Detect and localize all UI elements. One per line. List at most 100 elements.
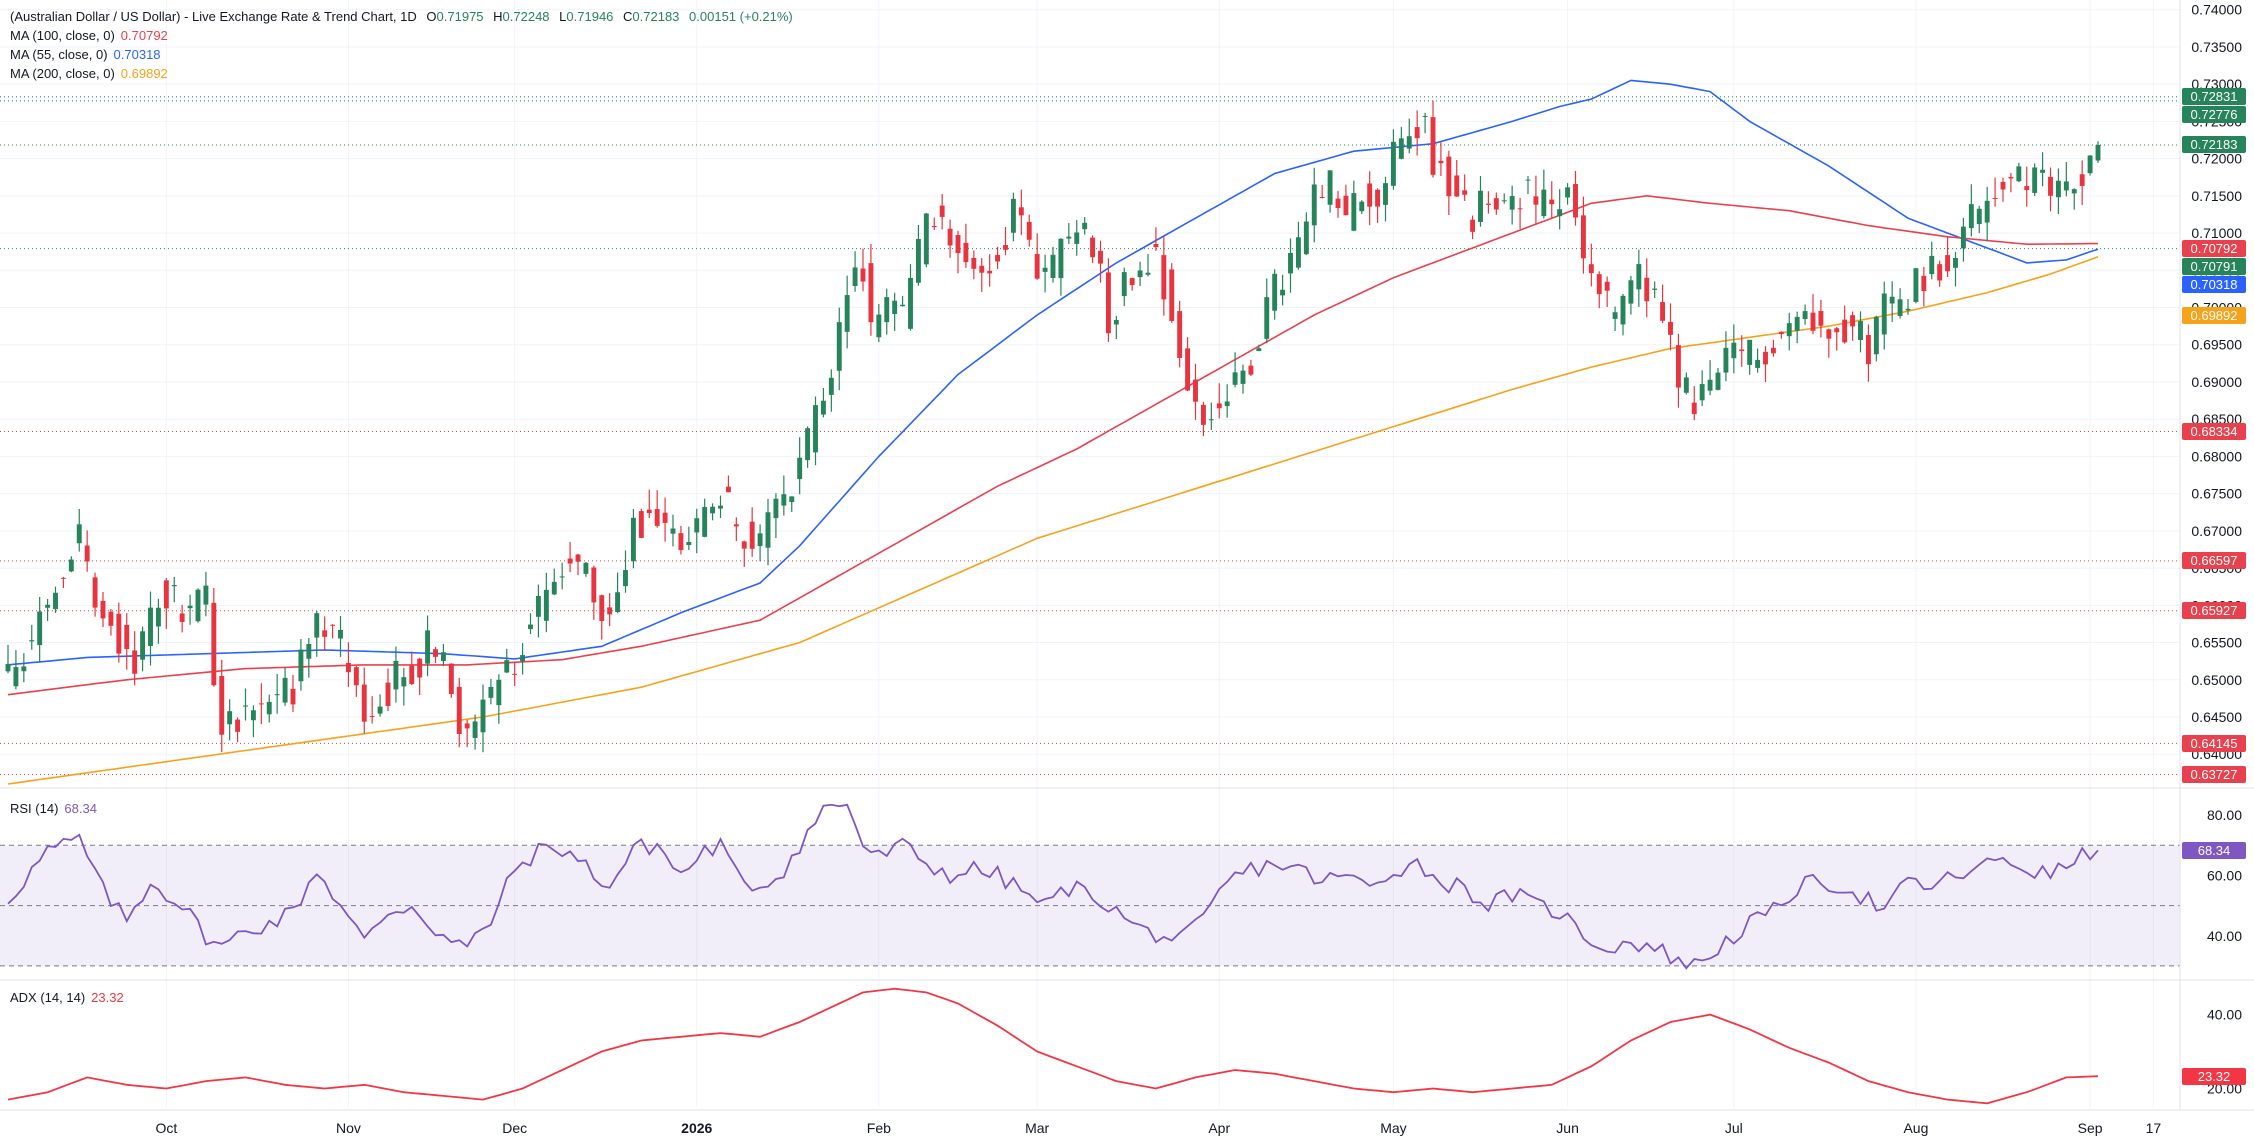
candle-body: [1691, 402, 1697, 415]
candle-body: [765, 512, 771, 548]
rsi-legend[interactable]: RSI (14) 68.34: [10, 800, 103, 818]
symbol-legend: (Australian Dollar / US Dollar) - Live E…: [10, 8, 799, 26]
candle-body: [1953, 257, 1958, 268]
candle-body: [995, 254, 1001, 262]
ma200-legend[interactable]: MA (200, close, 0) 0.69892: [10, 65, 174, 83]
candle-body: [1960, 226, 1966, 249]
candle-body: [1153, 244, 1159, 248]
low-value: 0.71946: [566, 9, 614, 24]
candle-body: [132, 650, 138, 674]
time-tick-label: Jun: [1556, 1120, 1579, 1136]
candle-body: [1945, 255, 1951, 272]
candle-body: [1058, 238, 1064, 279]
candle-body: [947, 228, 953, 246]
candle-body: [520, 655, 526, 662]
candle-body: [322, 630, 328, 637]
candle-body: [116, 613, 122, 654]
candle-body: [718, 505, 723, 509]
candle-body: [433, 649, 438, 657]
price-level-lines: [0, 96, 2180, 776]
rsi-pane: [0, 803, 2180, 970]
candle-body: [1422, 115, 1428, 117]
candle-body: [615, 592, 621, 613]
candle-body: [1232, 372, 1238, 385]
candle-body: [1137, 270, 1143, 278]
open-value: 0.71975: [436, 9, 484, 24]
candle-body: [290, 688, 296, 705]
candle-body: [1303, 221, 1309, 255]
adx-legend[interactable]: ADX (14, 14) 23.32: [10, 989, 130, 1007]
candle-body: [971, 257, 977, 269]
candle-body: [1636, 264, 1642, 290]
price-badge: 0.72776: [2182, 106, 2246, 124]
candle-body: [1557, 209, 1563, 217]
candle-body: [733, 524, 739, 527]
candle-body: [789, 496, 795, 503]
ma100-legend[interactable]: MA (100, close, 0) 0.70792: [10, 27, 174, 45]
price-badge: 0.65927: [2182, 602, 2246, 620]
candle-body: [1596, 274, 1602, 295]
candle-body: [306, 643, 312, 659]
rsi-line: [7, 803, 2099, 970]
candle-body: [1193, 379, 1198, 402]
candle-body: [480, 699, 486, 733]
candle-body: [140, 631, 146, 660]
candle-body: [860, 268, 866, 282]
price-tick-label: 0.71500: [2191, 188, 2242, 204]
candle-body: [876, 314, 882, 338]
candle-body: [2008, 176, 2014, 179]
candle-body: [805, 428, 811, 461]
candle-body: [1501, 200, 1507, 202]
candle-body: [1786, 323, 1792, 337]
candle-body: [725, 486, 731, 493]
candle-body: [1588, 264, 1594, 274]
candle-body: [741, 541, 747, 549]
candle-body: [1493, 198, 1499, 210]
candle-body: [1414, 127, 1420, 139]
candle-body: [171, 585, 177, 587]
price-tick-label: 0.74000: [2191, 2, 2242, 18]
candle-body: [1311, 184, 1317, 226]
candle-body: [1438, 160, 1444, 164]
ma55-legend[interactable]: MA (55, close, 0) 0.70318: [10, 46, 167, 64]
price-badge: 0.64145: [2182, 734, 2246, 752]
candle-body: [1794, 316, 1800, 331]
time-tick-label: Dec: [502, 1120, 527, 1136]
candle-body: [1850, 315, 1856, 327]
candle-body: [694, 518, 700, 533]
candle-body: [369, 716, 375, 718]
candle-body: [1565, 187, 1571, 198]
candle-body: [2024, 186, 2030, 191]
candle-body: [535, 595, 541, 617]
candle-body: [900, 304, 906, 307]
candle-body: [148, 607, 153, 647]
candle-body: [1834, 328, 1840, 333]
candle-body: [1383, 183, 1388, 205]
close-value: 0.72183: [632, 9, 680, 24]
candle-body: [409, 665, 415, 685]
change-value: 0.00151 (+0.21%): [689, 9, 793, 24]
candle-body: [559, 576, 565, 578]
candle-body: [923, 213, 929, 265]
candle-body: [1929, 255, 1935, 275]
candle-body: [1240, 370, 1246, 384]
candle-body: [1683, 377, 1689, 393]
candle-body: [1604, 281, 1610, 291]
candle-body: [1105, 272, 1111, 334]
candle-body: [1723, 347, 1729, 373]
candle-body: [844, 295, 850, 332]
candle-body: [1272, 273, 1278, 311]
candle-body: [987, 270, 993, 274]
candle-body: [567, 558, 573, 564]
candle-body: [258, 703, 264, 705]
candle-body: [623, 570, 628, 587]
candle-body: [638, 511, 644, 538]
candle-body: [1343, 195, 1349, 216]
candle-body: [1517, 208, 1523, 210]
candle-body: [955, 234, 961, 254]
candle-body: [1739, 349, 1745, 352]
candle-body: [1660, 302, 1666, 321]
candle-body: [575, 554, 581, 562]
candle-body: [781, 494, 787, 506]
